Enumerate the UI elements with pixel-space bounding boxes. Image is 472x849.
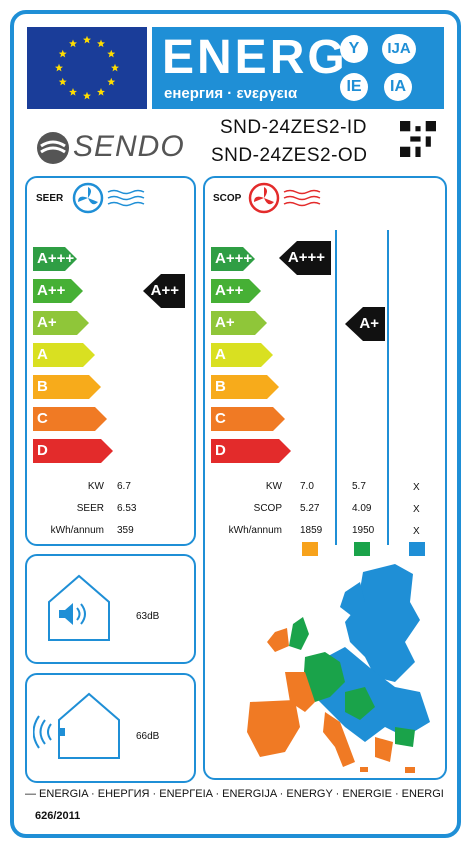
seer-panel xyxy=(25,176,196,546)
noise-indoor-panel xyxy=(25,554,196,664)
scop-class-4: B xyxy=(211,375,279,399)
climate-swatch-warmer xyxy=(302,542,318,556)
heating-fan-icon xyxy=(248,182,321,214)
lang-code-y: Y xyxy=(340,35,368,63)
scop-col1-kwh: 1859 xyxy=(300,525,323,536)
scop-col3-kwh: X xyxy=(413,526,420,537)
energy-title: ENERG xyxy=(162,31,348,84)
scop-label-kwh: kWh/annum xyxy=(228,525,282,536)
scop-class-3: A xyxy=(211,343,273,367)
seer-value-seer: 6.53 xyxy=(117,503,137,514)
scop-class-2: A+ xyxy=(211,311,267,335)
seer-label-kwh: kWh/annum xyxy=(50,525,104,536)
scop-class-6: D xyxy=(211,439,291,463)
seer-value-kw: 6.7 xyxy=(117,481,131,492)
scop-col3-kw: X xyxy=(413,482,420,493)
outdoor-speaker-house-icon xyxy=(33,692,120,759)
seer-class-6: D xyxy=(33,439,113,463)
seer-class-4: B xyxy=(33,375,101,399)
eu-flag xyxy=(27,27,147,109)
scop-col2-kw: 5.7 xyxy=(352,481,366,492)
eu-stars-icon xyxy=(55,35,119,100)
seer-value-kwh: 359 xyxy=(117,525,134,536)
footer-languages: — ENERGIA · ЕНЕРГИЯ · ΕΝΕΡΓΕΙΑ · ENERGIJ… xyxy=(25,788,444,800)
lang-code-ia: IA xyxy=(384,73,412,101)
seer-class-2: A+ xyxy=(33,311,89,335)
brand-logo: SENDO xyxy=(35,128,195,168)
europe-climate-map-icon xyxy=(247,564,430,773)
brand-swirl-icon xyxy=(37,132,69,164)
climate-swatch-colder xyxy=(409,542,425,556)
scop-label-scop: SCOP xyxy=(253,503,282,514)
indoor-noise-value: 63dB xyxy=(136,611,160,622)
scop-col3-scop: X xyxy=(413,504,420,515)
scop-class-5: C xyxy=(211,407,285,431)
lang-code-ie: IE xyxy=(340,73,368,101)
scop-col2-kwh: 1950 xyxy=(352,525,375,536)
lang-code-ija: IJA xyxy=(382,34,416,64)
scop-panel xyxy=(203,176,447,780)
brand-name: SENDO xyxy=(73,130,185,163)
indoor-speaker-house-icon xyxy=(48,574,110,641)
seer-class-5: C xyxy=(33,407,107,431)
cooling-fan-icon xyxy=(72,182,145,214)
seer-label-kw: KW xyxy=(87,481,104,492)
seer-class-3: A xyxy=(33,343,95,367)
scop-col1-kw: 7.0 xyxy=(300,481,314,492)
scop-title: SCOP xyxy=(213,193,242,204)
model-indoor: SND-24ZES2-ID xyxy=(220,117,367,138)
scop-divider-2 xyxy=(387,230,389,545)
scop-col1-scop: 5.27 xyxy=(300,503,320,514)
climate-swatch-average xyxy=(354,542,370,556)
footer-regulation: 626/2011 xyxy=(35,810,81,822)
seer-title: SEER xyxy=(36,193,64,204)
scop-label-kw: KW xyxy=(265,481,282,492)
seer-class-1: A++ xyxy=(33,279,83,303)
qr-code-icon xyxy=(400,121,436,157)
scop-class-1: A++ xyxy=(211,279,261,303)
scop-divider-1 xyxy=(335,230,337,545)
seer-label-seer: SEER xyxy=(76,503,104,514)
energy-header: ENERG енергия · ενεργεια Y IJA IE IA xyxy=(152,27,444,109)
model-outdoor: SND-24ZES2-OD xyxy=(211,145,368,166)
energy-subtitle: енергия · ενεργεια xyxy=(164,85,298,102)
outdoor-noise-value: 66dB xyxy=(136,731,160,742)
noise-outdoor-panel xyxy=(25,673,196,783)
scop-col2-scop: 4.09 xyxy=(352,503,372,514)
